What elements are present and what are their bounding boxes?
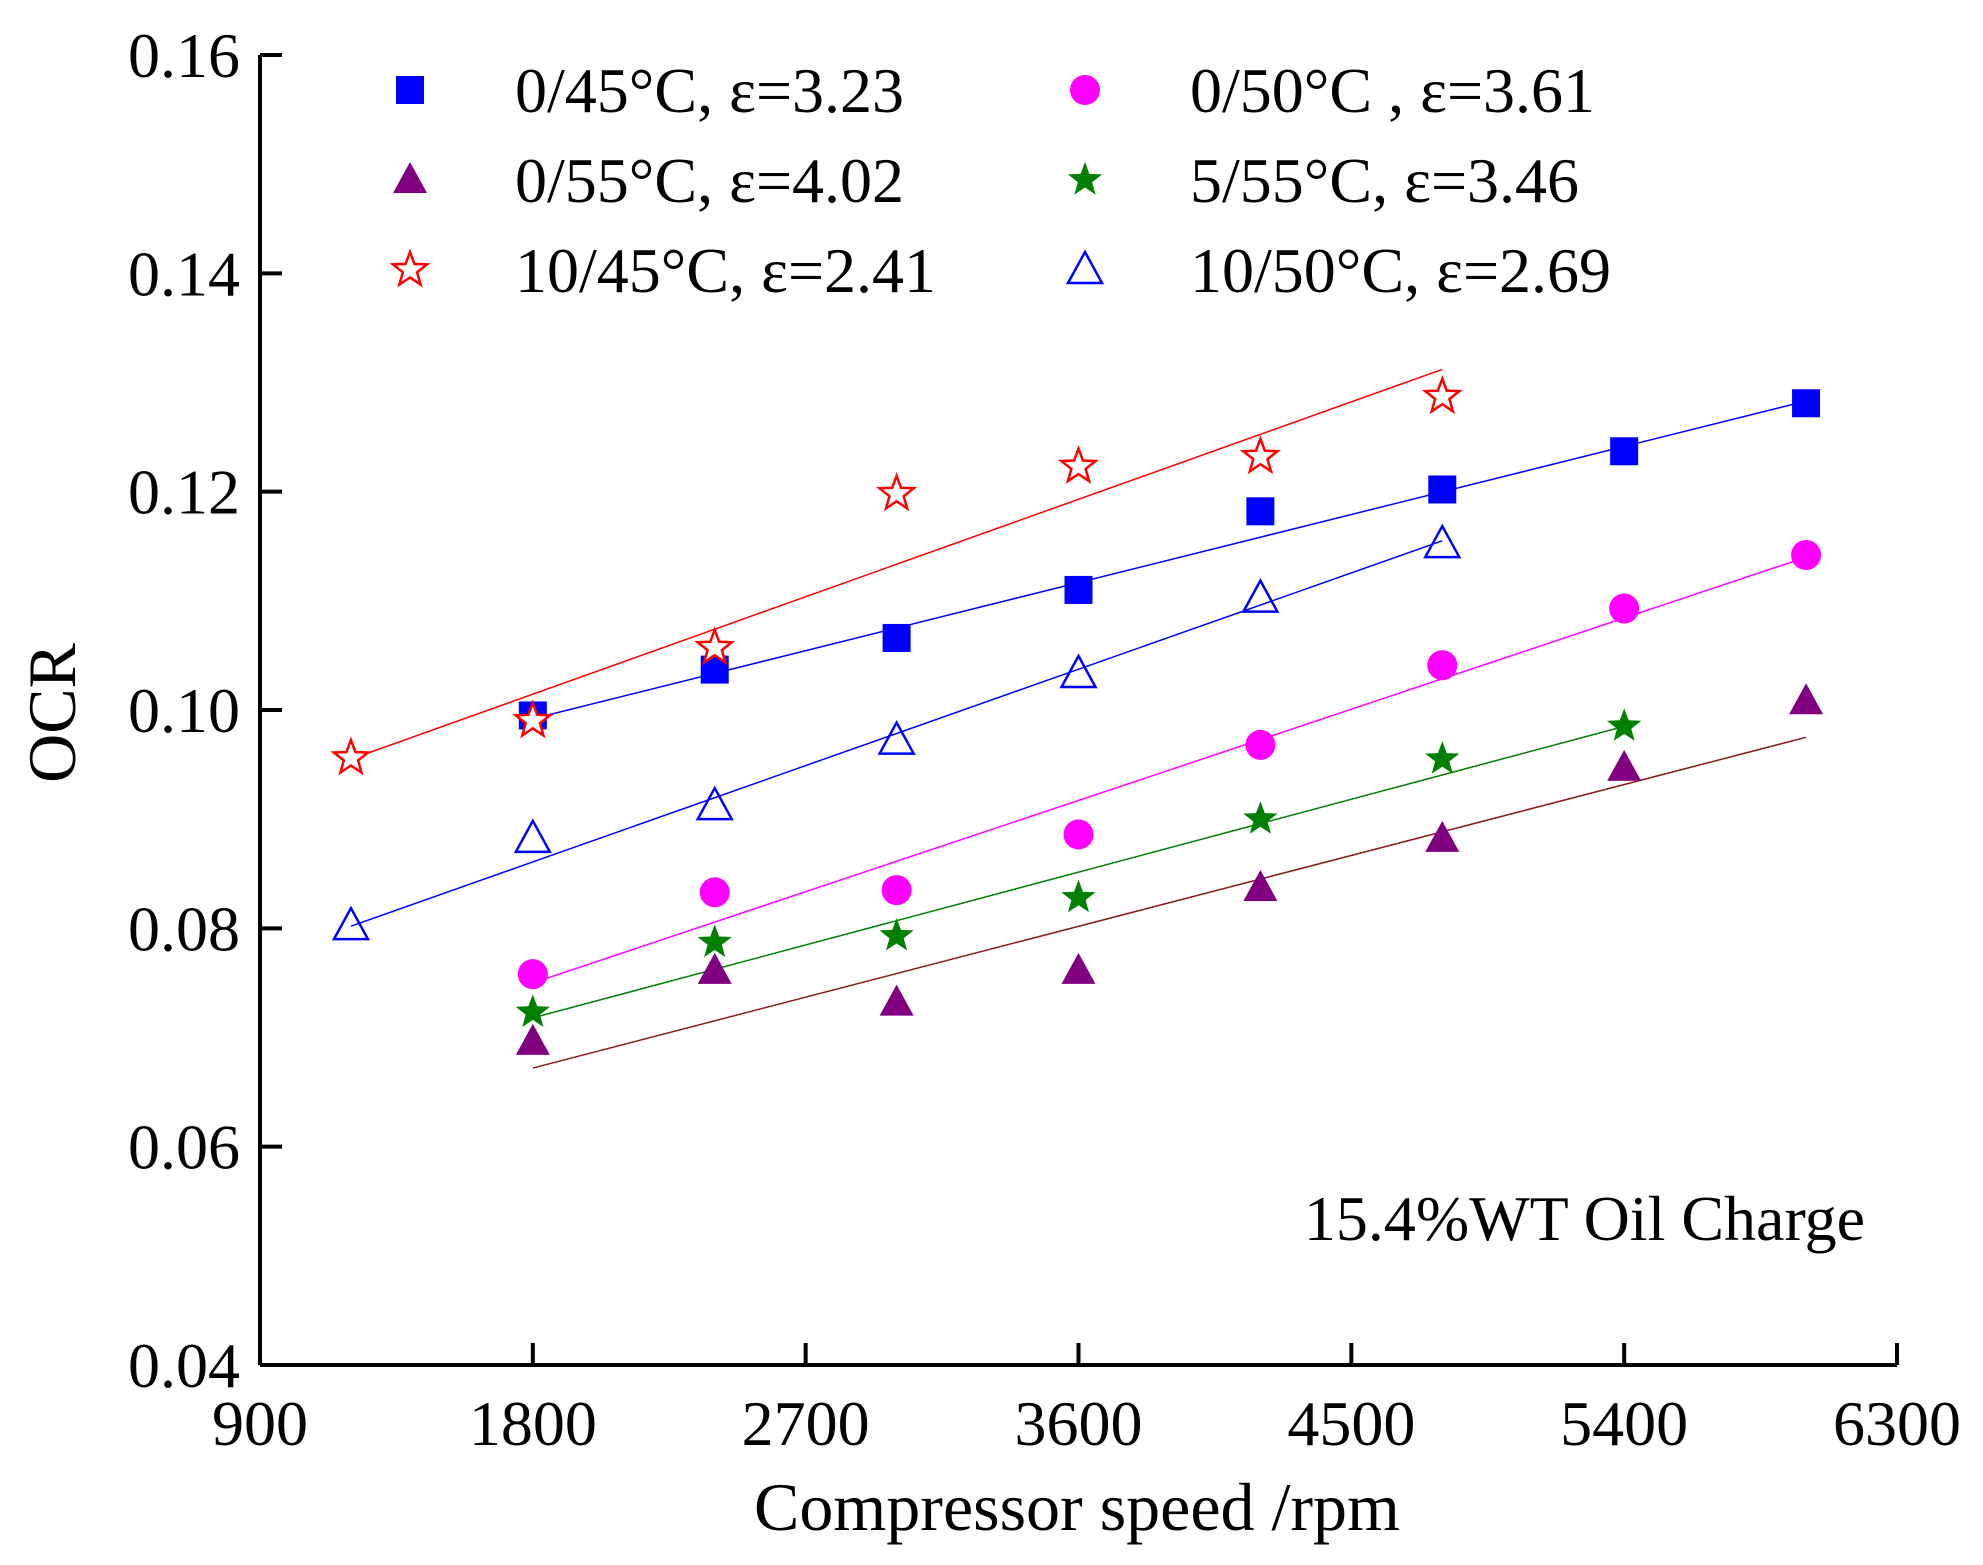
legend-label: 10/50°C, ε=2.69	[1190, 235, 1611, 306]
data-point	[1609, 593, 1640, 624]
legend-label: 5/55°C, ε=3.46	[1190, 145, 1579, 216]
data-point	[1246, 497, 1275, 526]
data-point	[517, 959, 548, 990]
data-point	[1059, 653, 1098, 689]
data-point	[1607, 708, 1642, 741]
fit-line	[350, 540, 1443, 927]
data-point	[1061, 952, 1096, 984]
y-tick-label: 0.08	[128, 893, 240, 964]
data-point	[697, 924, 732, 958]
x-tick-label: 5400	[1560, 1388, 1688, 1459]
data-point	[331, 905, 371, 941]
legend-label: 0/50°C , ε=3.61	[1190, 55, 1595, 126]
legend-label: 0/45°C, ε=3.23	[515, 55, 904, 126]
data-point	[1428, 475, 1457, 504]
data-point	[1243, 869, 1278, 901]
fit-line	[532, 556, 1807, 984]
data-point	[1610, 437, 1639, 466]
data-point	[877, 719, 916, 755]
fit-line	[532, 736, 1807, 1069]
x-tick-label: 900	[212, 1388, 308, 1459]
data-point	[1241, 578, 1280, 613]
x-tick-label: 2700	[742, 1388, 870, 1459]
y-tick-label: 0.12	[128, 457, 240, 528]
data-point	[881, 875, 912, 906]
x-axis-title: Compressor speed /rpm	[754, 1469, 1400, 1545]
y-tick-label: 0.14	[128, 238, 240, 309]
y-tick-label: 0.04	[128, 1330, 240, 1401]
data-point	[1423, 523, 1462, 559]
x-tick-label: 3600	[1015, 1388, 1143, 1459]
data-point	[1427, 650, 1458, 681]
legend-marker	[393, 162, 427, 193]
fit-line	[532, 400, 1807, 720]
data-point	[515, 994, 550, 1027]
x-tick-label: 1800	[469, 1388, 597, 1459]
axes: 900 1800 2700 3600 4500 5400 6300 0.04 0.06 0.08 0…	[128, 20, 1961, 1459]
legend-marker	[1070, 75, 1100, 105]
data-point	[1239, 435, 1281, 475]
legend-label: 10/45°C, ε=2.41	[515, 235, 936, 306]
data-point	[515, 1023, 550, 1055]
legend-marker	[1067, 162, 1103, 195]
data-point	[1789, 683, 1824, 715]
y-tick-label: 0.16	[128, 20, 240, 91]
data-point	[1607, 749, 1642, 781]
y-axis-title: OCR	[14, 642, 90, 782]
legend-label: 0/55°C, ε=4.02	[515, 145, 904, 216]
legend: 0/45°C, ε=3.23 0/50°C , ε=3.61 0/55°C, ε=4…	[389, 55, 1611, 306]
data-point	[697, 952, 732, 984]
data-point	[1425, 741, 1460, 774]
data-point	[1243, 801, 1278, 834]
data-point	[695, 785, 734, 821]
x-tick-label: 4500	[1287, 1388, 1415, 1459]
data-point	[879, 984, 914, 1016]
legend-marker	[1065, 249, 1105, 285]
x-tick-label: 6300	[1833, 1388, 1961, 1459]
data-point	[876, 472, 918, 512]
data-point	[1791, 539, 1822, 570]
data-point	[882, 623, 911, 652]
y-tick-label: 0.10	[128, 675, 240, 746]
fit-line	[350, 368, 1443, 760]
legend-marker	[389, 248, 431, 288]
data-point	[1064, 575, 1093, 604]
data-markers	[330, 375, 1824, 1055]
data-point	[1063, 819, 1094, 850]
y-tick-label: 0.06	[128, 1112, 240, 1183]
data-point	[1057, 444, 1100, 485]
data-point	[699, 877, 730, 908]
data-point	[512, 699, 554, 739]
data-point	[1061, 879, 1096, 913]
chart-annotation: 15.4%WT Oil Charge	[1304, 1183, 1865, 1254]
data-point	[513, 818, 552, 854]
data-point	[1421, 375, 1463, 415]
legend-marker	[396, 76, 424, 104]
data-point	[330, 736, 372, 776]
data-point	[694, 626, 736, 666]
data-point	[879, 918, 914, 951]
data-point	[1792, 389, 1821, 418]
data-point	[1245, 729, 1276, 760]
data-point	[1425, 820, 1460, 852]
